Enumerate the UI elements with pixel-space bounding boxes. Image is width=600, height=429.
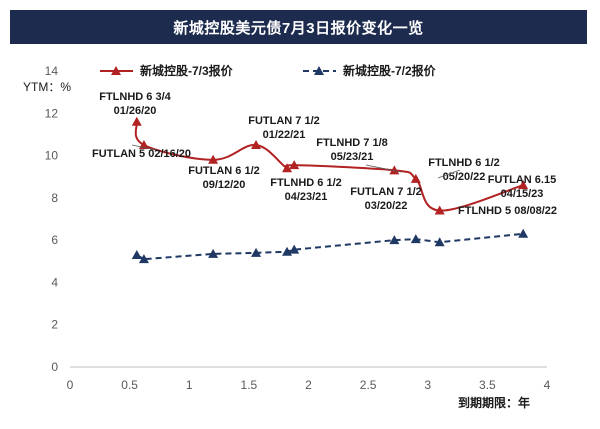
y-tick-label: 10 [45,149,59,163]
data-point-7-2 [410,234,421,244]
data-point-7-3 [251,140,262,149]
data-point-7-3 [518,180,529,190]
legend: 新城控股-7/3报价 新城控股-7/2报价 [100,63,437,78]
x-tick-label: 1.5 [241,378,258,392]
x-tick-label: 3 [424,378,431,392]
data-point-7-2 [251,247,262,257]
annotation-leader [437,169,461,179]
annotation-leader [131,144,157,151]
bond-label: FUTLAN 7 1/2 03/20/22 [350,186,422,212]
series-markers [131,116,529,264]
legend-marker [111,66,121,75]
data-point-7-2 [138,254,149,264]
chart-title: 新城控股美元债7月3日报价变化一览 [10,10,587,44]
legend-label: 新城控股-7/3报价 [140,63,234,78]
bond-label: FTLNHD 6 1/2 04/23/21 [270,177,342,203]
chart-axes: 0 2 4 6 8 10 12 14 0 0.5 1 1.5 2 2.5 3 3.5 4 [45,64,551,392]
series-line-7-2 [136,232,524,261]
x-tick-label: 1 [186,378,193,392]
x-tick-label: 0.5 [121,378,138,392]
x-tick-label: 3.5 [479,378,496,392]
data-point-7-2 [389,235,400,245]
bond-annotations: FTLNHD 6 3/4 01/26/20 FUTLAN 5 02/16/20 FUT… [92,91,557,217]
data-point-7-2 [434,237,445,247]
data-point-7-3 [131,116,142,126]
y-axis-title: YTM：% [23,80,71,94]
y-tick-label: 2 [51,318,58,332]
bond-label: FUTLAN 6.15 04/15/23 [488,174,556,200]
y-tick-label: 0 [51,360,58,374]
y-tick-label: 12 [45,106,59,120]
annotation-leader [365,164,402,173]
data-point-7-2 [131,249,142,259]
legend-label: 新城控股-7/2报价 [343,63,437,78]
bond-label: FTLNHD 7 1/8 05/23/21 [316,137,388,163]
data-point-7-3 [410,173,421,183]
y-tick-label: 4 [51,275,58,289]
data-point-7-3 [434,205,445,215]
x-tick-label: 2 [305,378,312,392]
x-tick-label: 2.5 [360,378,377,392]
y-tick-label: 8 [51,191,58,205]
x-tick-label: 4 [544,378,551,392]
data-point-7-3 [389,165,400,175]
y-tick-label: 14 [45,64,59,78]
bond-label: FTLNHD 5 08/08/22 [458,205,557,217]
data-point-7-3 [208,154,219,164]
data-point-7-2 [208,248,219,258]
bond-label: FUTLAN 7 1/2 01/22/21 [248,115,320,141]
data-point-7-2 [518,228,529,238]
bond-label: FTLNHD 6 3/4 01/26/20 [99,91,171,117]
bond-label: FTLNHD 6 1/2 05/20/22 [428,157,500,183]
x-tick-label: 0 [67,378,74,392]
bond-label: FUTLAN 5 02/16/20 [92,148,191,160]
data-point-7-3 [282,163,293,173]
x-axis-title: 到期期限：年 [458,395,530,410]
legend-marker [314,66,324,75]
data-point-7-2 [289,244,300,254]
bond-label: FUTLAN 6 1/2 09/12/20 [188,165,260,191]
data-point-7-3 [289,160,300,170]
y-tick-label: 6 [51,233,58,247]
